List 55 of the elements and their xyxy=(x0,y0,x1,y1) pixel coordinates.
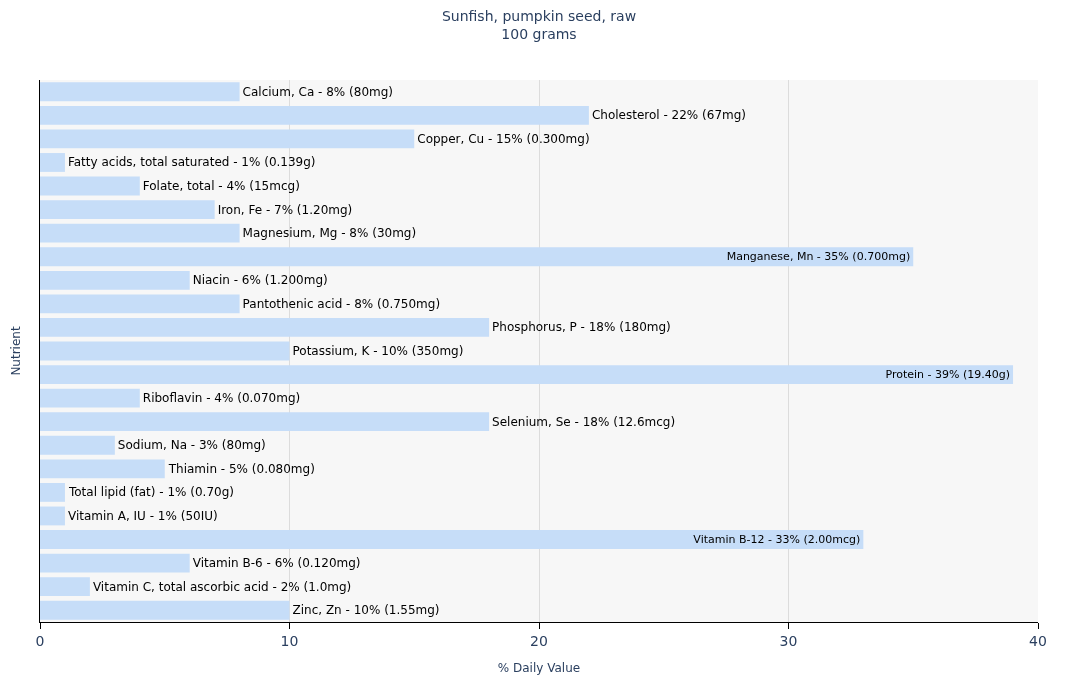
chart-subtitle: 100 grams xyxy=(501,25,577,42)
y-tick-label: Cholesterol - 22% (67mg) xyxy=(591,108,747,123)
y-tick-label: Zinc, Zn - 10% (1.55mg) xyxy=(292,603,440,618)
x-tick-label: 10 xyxy=(280,632,299,649)
bar xyxy=(40,129,415,149)
y-tick-label: Total lipid (fat) - 1% (0.70g) xyxy=(67,485,234,500)
x-tick-label: 40 xyxy=(1029,632,1047,649)
y-tick-label: Iron, Fe - 7% (1.20mg) xyxy=(217,202,353,217)
bar xyxy=(40,435,115,455)
bar xyxy=(40,553,190,573)
y-tick-label: Phosphorus, P - 18% (180mg) xyxy=(492,320,671,335)
bar xyxy=(40,223,240,243)
bar xyxy=(40,388,140,408)
x-tick-label: 0 xyxy=(35,632,45,649)
y-tick-label: Magnesium, Mg - 8% (30mg) xyxy=(242,226,417,241)
bar xyxy=(40,577,90,597)
y-tick-label: Calcium, Ca - 8% (80mg) xyxy=(242,84,394,99)
bar xyxy=(40,506,65,526)
y-tick-label: Potassium, K - 10% (350mg) xyxy=(292,344,464,358)
y-tick-label: Folate, total - 4% (15mcg) xyxy=(142,179,300,194)
y-tick-label: Selenium, Se - 18% (12.6mcg) xyxy=(492,414,676,429)
bar xyxy=(40,105,589,125)
bar xyxy=(40,200,215,220)
bar xyxy=(40,530,864,549)
y-tick-label: Copper, Cu - 15% (0.300mg) xyxy=(417,131,590,146)
y-tick-label: Thiamin - 5% (0.080mg) xyxy=(167,461,315,476)
y-tick-label: Pantothenic acid - 8% (0.750mg) xyxy=(242,296,441,311)
bar xyxy=(40,247,914,267)
y-tick-label: Vitamin B-6 - 6% (0.120mg) xyxy=(192,556,361,571)
bar xyxy=(40,318,490,337)
y-tick-label: Manganese, Mn - 35% (0.700mg) xyxy=(726,250,911,264)
bar xyxy=(40,176,140,196)
x-tick-label: 20 xyxy=(530,632,548,649)
y-tick-label: Fatty acids, total saturated - 1% (0.139g) xyxy=(67,155,316,170)
bar xyxy=(40,365,1014,384)
x-axis-title: % Daily Value xyxy=(497,660,581,675)
y-axis-title: Nutrient xyxy=(9,326,24,376)
y-tick-label: Riboflavin - 4% (0.070mg) xyxy=(142,391,301,406)
bar xyxy=(40,294,240,314)
y-tick-label: Niacin - 6% (1.200mg) xyxy=(192,273,328,288)
y-tick-label: Sodium, Na - 3% (80mg) xyxy=(117,438,266,453)
bar xyxy=(40,600,290,620)
bar xyxy=(40,412,490,432)
y-tick-label: Vitamin A, IU - 1% (50IU) xyxy=(67,508,218,523)
x-tick-label: 30 xyxy=(779,632,798,649)
bar xyxy=(40,82,240,102)
y-tick-label: Vitamin B-12 - 33% (2.00mcg) xyxy=(693,533,861,547)
y-tick-label: Protein - 39% (19.40g) xyxy=(885,368,1010,382)
bar xyxy=(40,459,165,479)
bar xyxy=(40,270,190,290)
chart-title: Sunfish, pumpkin seed, raw xyxy=(441,7,637,24)
bar xyxy=(40,341,290,361)
bar xyxy=(40,153,65,172)
bar xyxy=(40,482,65,502)
y-tick-label: Vitamin C, total ascorbic acid - 2% (1.0mg) xyxy=(92,579,352,594)
